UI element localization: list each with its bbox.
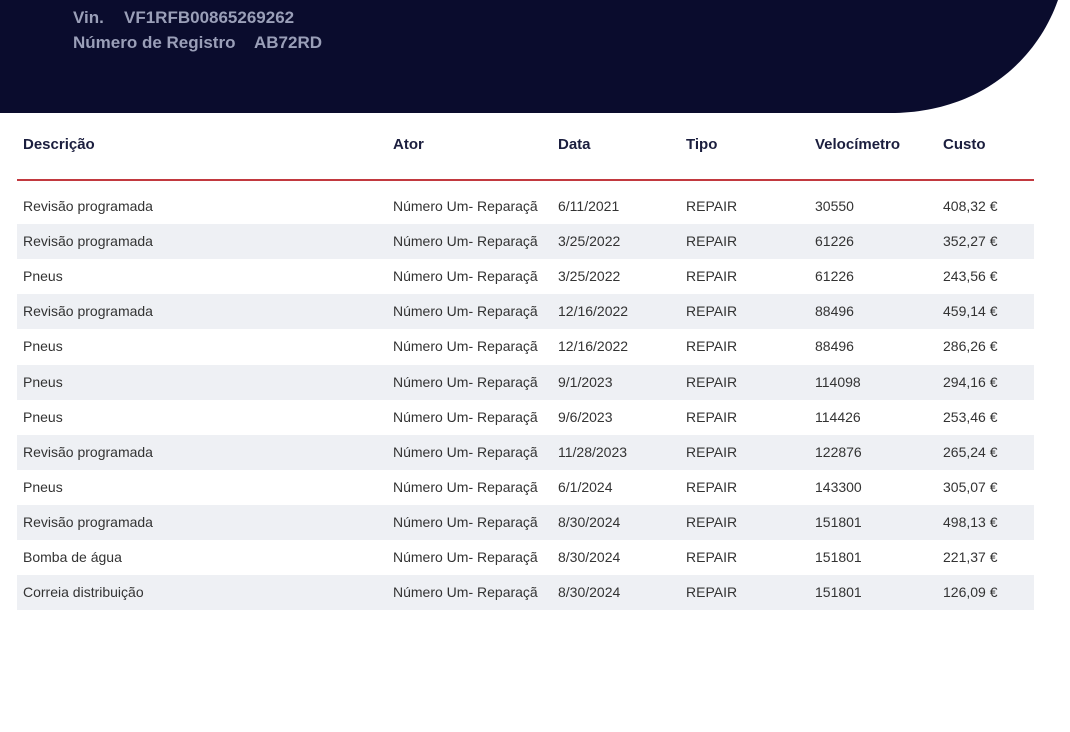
- header-band: [0, 0, 1058, 113]
- column-header: Ator: [393, 136, 424, 153]
- table-cell: Revisão programada: [23, 443, 153, 460]
- table-cell: 221,37 €: [943, 549, 998, 565]
- row-shading: [17, 294, 1034, 330]
- table-cell: REPAIR: [686, 338, 738, 355]
- table-cell: 305,07 €: [943, 478, 998, 495]
- table-cell: 9/1/2023: [558, 373, 613, 390]
- table-cell: REPAIR: [686, 198, 738, 214]
- table-cell: Bomba de água: [23, 549, 122, 565]
- table-cell: Correia distribuição: [23, 584, 144, 601]
- column-header: Tipo: [686, 136, 718, 153]
- table-cell: 498,13 €: [943, 513, 998, 530]
- table-cell: Número Um- Reparaçã: [393, 478, 538, 495]
- table-cell: 151801: [815, 584, 862, 601]
- table-cell: Número Um- Reparaçã: [393, 373, 538, 390]
- header-shape: [0, 0, 1058, 113]
- table-cell: Número Um- Reparaçã: [393, 584, 538, 601]
- table-cell: REPAIR: [686, 373, 738, 390]
- registration-value: AB72RD: [254, 33, 323, 52]
- column-header: Data: [558, 136, 591, 153]
- table-cell: REPAIR: [686, 408, 738, 425]
- table-cell: REPAIR: [686, 303, 738, 320]
- table-cell: Número Um- Reparaçã: [393, 233, 538, 250]
- table-cell: Revisão programada: [23, 303, 153, 320]
- table-cell: Revisão programada: [23, 198, 153, 214]
- table-cell: REPAIR: [686, 513, 738, 530]
- table-cell: 8/30/2024: [558, 513, 621, 530]
- table-cell: REPAIR: [686, 268, 738, 285]
- table-cell: 265,24 €: [943, 443, 998, 460]
- table-cell: Revisão programada: [23, 233, 153, 250]
- table-cell: 114426: [815, 408, 861, 425]
- table-cell: 3/25/2022: [558, 233, 621, 250]
- table-cell: REPAIR: [686, 478, 738, 495]
- table-cell: Número Um- Reparaçã: [393, 513, 538, 530]
- table-cell: REPAIR: [686, 233, 738, 250]
- table-cell: Número Um- Reparaçã: [393, 268, 538, 285]
- table-cell: 151801: [815, 549, 862, 565]
- table-cell: Número Um- Reparaçã: [393, 408, 538, 425]
- table-cell: Pneus: [23, 408, 63, 425]
- table-cell: 11/28/2023: [558, 443, 628, 460]
- table-cell: 88496: [815, 303, 854, 320]
- table-cell: 3/25/2022: [558, 268, 621, 285]
- table-cell: REPAIR: [686, 443, 738, 460]
- table-cell: 6/11/2021: [558, 198, 620, 214]
- table-cell: Pneus: [23, 373, 63, 390]
- table-cell: REPAIR: [686, 584, 738, 601]
- table-cell: 122876: [815, 443, 862, 460]
- table-cell: 6/1/2024: [558, 478, 613, 495]
- registration-label: Número de Registro: [73, 33, 236, 52]
- table-cell: 61226: [815, 233, 854, 250]
- row-shading: [17, 434, 1034, 470]
- vin-label: Vin.: [73, 8, 104, 27]
- table-cell: Número Um- Reparaçã: [393, 303, 538, 320]
- table-cell: Número Um- Reparaçã: [393, 549, 538, 565]
- table-cell: 294,16 €: [943, 373, 998, 390]
- table-cell: 408,32 €: [943, 198, 998, 214]
- table-cell: Pneus: [23, 338, 63, 355]
- table-cell: 253,46 €: [943, 408, 998, 425]
- table-cell: 30550: [815, 198, 854, 214]
- table-cell: 12/16/2022: [558, 338, 629, 355]
- table-cell: 88496: [815, 338, 854, 355]
- table-cell: 126,09 €: [943, 584, 998, 601]
- table-cell: 12/16/2022: [558, 303, 629, 320]
- table-cell: 352,27 €: [943, 233, 998, 250]
- table-cell: 286,26 €: [943, 338, 998, 355]
- table-cell: 114098: [815, 373, 861, 390]
- column-header: Custo: [943, 136, 986, 153]
- table-cell: Número Um- Reparaçã: [393, 198, 538, 214]
- table-cell: Revisão programada: [23, 513, 153, 530]
- table-cell: Pneus: [23, 478, 63, 495]
- table-cell: REPAIR: [686, 549, 738, 565]
- table-cell: 9/6/2023: [558, 408, 613, 425]
- table-cell: 61226: [815, 268, 854, 285]
- table-cell: 143300: [815, 478, 862, 495]
- header-rule: [17, 179, 1034, 181]
- table-cell: 151801: [815, 513, 862, 530]
- table-cell: 459,14 €: [943, 303, 998, 320]
- table-cell: 8/30/2024: [558, 549, 621, 565]
- vin-value: VF1RFB00865269262: [124, 8, 295, 27]
- row-shading: [17, 575, 1034, 611]
- column-header: Velocímetro: [815, 136, 901, 153]
- table-cell: Número Um- Reparaçã: [393, 443, 538, 460]
- row-shading: [17, 224, 1034, 260]
- row-shading: [17, 364, 1034, 400]
- table-cell: 243,56 €: [943, 268, 998, 285]
- table-cell: Número Um- Reparaçã: [393, 338, 538, 355]
- table-cell: Pneus: [23, 268, 63, 285]
- column-header: Descrição: [23, 136, 95, 153]
- table-cell: 8/30/2024: [558, 584, 621, 601]
- row-shading: [17, 504, 1034, 540]
